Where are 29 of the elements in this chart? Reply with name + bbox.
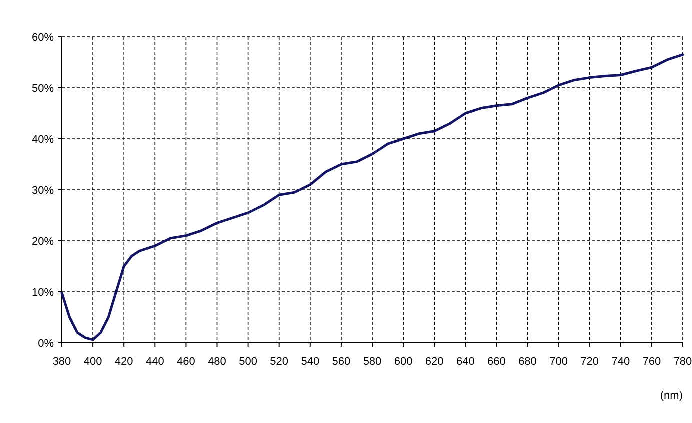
x-axis-title: (nm)	[660, 390, 683, 402]
x-tick-label: 500	[239, 356, 258, 368]
x-tick-label: 660	[488, 356, 506, 368]
x-tick-label: 380	[52, 356, 72, 368]
y-tick-label: 60%	[32, 32, 54, 44]
y-tick-label: 0%	[38, 338, 54, 350]
x-tick-label: 700	[550, 356, 568, 368]
x-tick-label: 460	[177, 356, 196, 368]
x-tick-label: 560	[332, 356, 351, 368]
x-tick-label: 620	[425, 356, 444, 368]
x-tick-label: 600	[394, 356, 413, 368]
y-tick-label: 10%	[32, 287, 54, 299]
x-tick-label: 540	[301, 356, 320, 368]
x-tick-label: 580	[363, 356, 382, 368]
x-tick-label: 440	[146, 356, 164, 368]
x-tick-label: 720	[580, 356, 600, 368]
x-tick-label: 680	[518, 356, 537, 368]
y-tick-label: 50%	[32, 83, 54, 95]
x-tick-label: 740	[612, 356, 630, 368]
y-tick-label: 40%	[32, 134, 54, 146]
y-tick-label: 20%	[32, 236, 54, 248]
x-tick-label: 520	[270, 356, 289, 368]
y-tick-label: 30%	[32, 185, 54, 197]
x-tick-label: 780	[674, 356, 692, 368]
x-tick-label: 760	[642, 356, 662, 368]
x-tick-label: 420	[114, 356, 134, 368]
x-tick-label: 480	[208, 356, 226, 368]
x-tick-label: 640	[456, 356, 475, 368]
x-tick-label: 400	[84, 356, 102, 368]
